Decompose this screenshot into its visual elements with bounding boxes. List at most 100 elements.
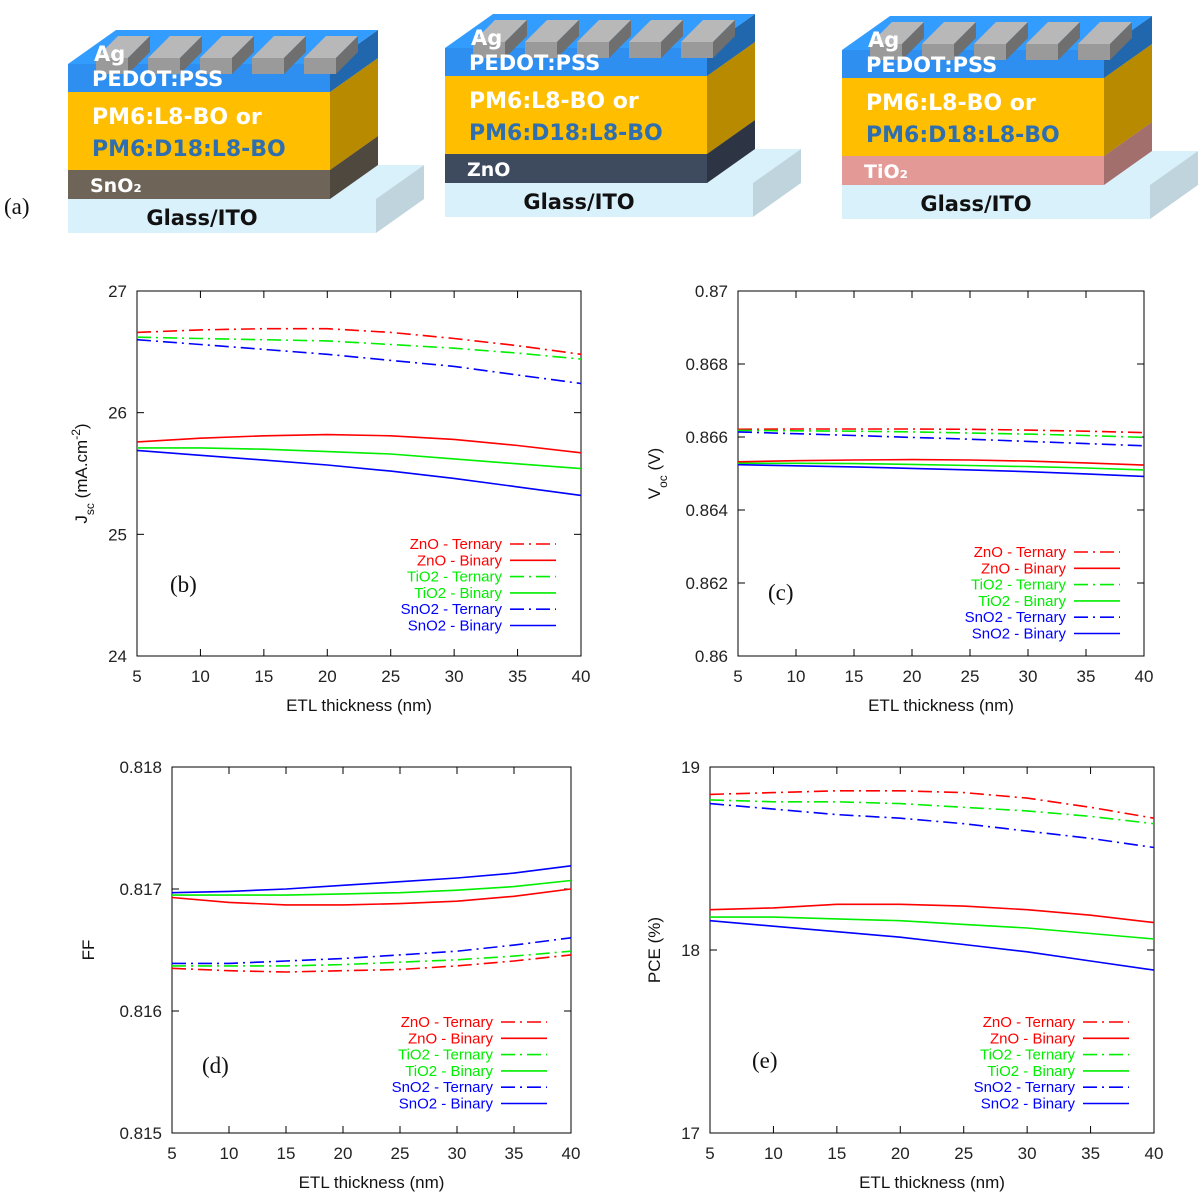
chart-e: 5 10 15 20 25 30 35 40 17 18 19 ETL thickness (nm) P… [645,758,1163,1192]
ag-finger-side [505,20,527,58]
y-axis-label: Jsc (mA.cm-2) [69,423,97,523]
y-tick-label: 0.868 [685,355,728,374]
ag-label: Ag [868,28,899,52]
y-tick-label: 0.862 [685,574,728,593]
series-line-tio_b [172,879,572,896]
y-tick-label: 0.817 [119,880,162,899]
legend-label: TiO2 - Binary [978,593,1066,610]
etl-layer-front-face [842,156,1104,185]
ag-finger-front [525,42,557,58]
active-label-line1: PM6:L8-BO or [92,105,262,130]
active-label-line2: PM6:D18:L8-BO [92,137,286,162]
htl-layer-side-face [707,14,755,76]
ag-finger-top [304,36,358,58]
y-label-main: J [72,515,91,524]
y-label-main: PCE (%) [645,917,664,983]
active-label-line1: PM6:L8-BO or [469,89,639,114]
ag-finger-top [577,20,631,42]
legend-label: ZnO - Binary [990,1030,1076,1047]
glass-side-face [1150,151,1198,219]
legend-label: TiO2 - Ternary [980,1047,1076,1064]
legend-label: SnO2 - Ternary [974,1079,1076,1096]
x-tick-label: 10 [787,667,806,686]
x-tick-label: 10 [220,1144,239,1163]
legend-label: TiO2 - Ternary [407,569,503,586]
y-label-unit: (mA.cm [72,440,91,503]
y-tick-label: 17 [681,1124,700,1143]
y-tick-label: 0.866 [685,428,728,447]
etl-layer-side-face [707,120,755,183]
x-tick-label: 10 [764,1144,783,1163]
x-tick-label: 25 [381,667,400,686]
series-line-tio_b [710,916,1155,940]
ag-finger-top [252,36,306,58]
ag-finger-front [148,58,180,74]
plot-frame [136,290,582,657]
x-axis-label: ETL thickness (nm) [868,696,1014,715]
ag-finger-side [180,36,202,74]
ag-finger-front [1078,44,1110,60]
legend-label: TiO2 - Binary [414,585,502,602]
htl-label: PEDOT:PSS [92,67,223,91]
etl-layer-front-face [68,170,330,199]
ag-finger-front [1026,44,1058,60]
x-tick-label: 25 [954,1144,973,1163]
legend-label: TiO2 - Binary [405,1063,493,1080]
series-line-tio_t [709,799,1155,825]
y-tick-label: 25 [108,525,127,544]
ag-finger-front [304,58,336,74]
series-line-zno_t [171,954,572,973]
ag-finger-top [681,20,735,42]
ag-finger-side [661,20,683,58]
y-tick-label: 0.818 [119,758,162,777]
y-label-unit: (V) [645,448,664,475]
series-line-sno_t [136,338,582,385]
panel-label: (c) [768,580,794,605]
ag-label: Ag [94,42,125,66]
y-tick-label: 27 [108,282,127,301]
etl-label: TiO₂ [864,161,908,183]
ag-finger-side [336,36,358,74]
legend-label: TiO2 - Ternary [398,1047,494,1064]
etl-layer-side-face [330,136,378,199]
legend-label: SnO2 - Ternary [392,1079,494,1096]
x-tick-label: 15 [277,1144,296,1163]
glass-front-face [842,185,1150,219]
legend-label: SnO2 - Ternary [401,601,503,618]
series-line-zno_b [737,458,1145,466]
ag-finger-top [974,22,1028,44]
active-layer-front-face [68,92,330,170]
panel-label: (b) [170,572,197,597]
ag-label: Ag [471,26,502,50]
htl-layer-side-face [330,30,378,92]
x-tick-label: 40 [572,667,591,686]
x-tick-label: 35 [508,667,527,686]
x-tick-label: 5 [132,667,141,686]
legend-label: ZnO - Binary [408,1030,494,1047]
x-tick-label: 35 [1081,1144,1100,1163]
glass-side-face [753,149,801,217]
legend-label: SnO2 - Binary [981,1096,1076,1113]
ag-finger-side [128,36,150,74]
series-line-tio_t [172,950,572,967]
x-tick-label: 35 [505,1144,524,1163]
x-tick-label: 15 [827,1144,846,1163]
ag-finger-top [870,22,924,44]
x-tick-label: 20 [903,667,922,686]
etl-label: SnO₂ [90,175,142,197]
y-tick-label: 0.815 [119,1124,162,1143]
x-axis-label: ETL thickness (nm) [859,1173,1005,1192]
series-line-sno_b [709,919,1155,971]
series-line-zno_t [737,428,1145,434]
x-tick-label: 5 [167,1144,176,1163]
y-tick-label: 0.87 [695,282,728,301]
chart-d: 5 10 15 20 25 30 35 40 0.815 0.816 0.817 0.818 ETL t… [79,758,580,1192]
y-tick-label: 19 [681,758,700,777]
etl-label: ZnO [467,159,510,181]
series-line-sno_t [737,431,1145,447]
active-label-line1: PM6:L8-BO or [866,91,1036,116]
ag-finger-side [609,20,631,58]
panel-label: (e) [752,1048,778,1073]
x-tick-label: 35 [1077,667,1096,686]
